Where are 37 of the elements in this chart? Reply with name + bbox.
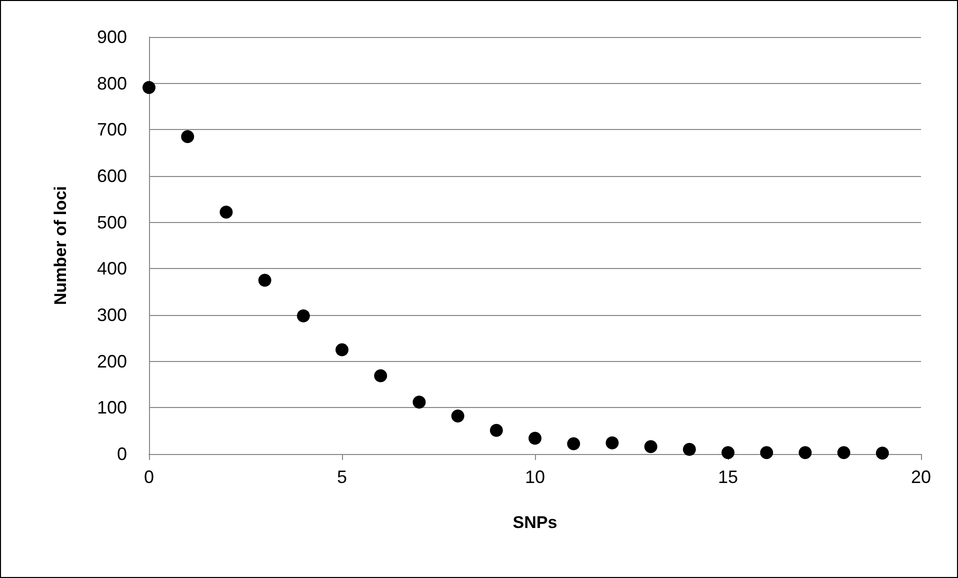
x-axis-title: SNPs bbox=[512, 513, 558, 532]
y-tick-label: 900 bbox=[96, 27, 127, 47]
point bbox=[567, 437, 580, 450]
y-tick-label: 200 bbox=[96, 351, 127, 372]
point bbox=[876, 446, 889, 460]
point bbox=[374, 369, 388, 382]
point bbox=[682, 442, 696, 456]
point bbox=[837, 446, 850, 460]
y-tick-label: 100 bbox=[96, 398, 127, 418]
point bbox=[528, 432, 542, 445]
point bbox=[722, 446, 734, 460]
point bbox=[296, 309, 310, 322]
point bbox=[490, 424, 503, 437]
y-tick-label: 600 bbox=[96, 166, 127, 186]
y-tick-label: 0 bbox=[116, 444, 127, 464]
point bbox=[220, 206, 233, 219]
y-tick-label: 500 bbox=[96, 212, 127, 232]
x-tick-label: 15 bbox=[718, 467, 738, 487]
point bbox=[412, 396, 426, 409]
point bbox=[258, 274, 272, 287]
x-tick-label: 10 bbox=[524, 467, 546, 487]
point bbox=[451, 410, 464, 423]
x-tick-label: 5 bbox=[336, 467, 348, 487]
y-tick-label: 800 bbox=[96, 73, 127, 94]
point bbox=[336, 343, 348, 356]
y-tick-label: 300 bbox=[96, 305, 127, 325]
x-tick-label: 20 bbox=[910, 467, 932, 487]
x-tick-label: 0 bbox=[144, 467, 154, 487]
y-tick-label: 700 bbox=[96, 120, 127, 140]
y-axis-title: Number of loci bbox=[51, 186, 70, 306]
y-tick-label: 400 bbox=[96, 258, 127, 279]
point bbox=[142, 81, 156, 94]
point bbox=[798, 446, 812, 460]
point bbox=[181, 130, 194, 144]
point bbox=[644, 440, 658, 454]
point bbox=[760, 446, 774, 460]
point bbox=[606, 436, 619, 450]
